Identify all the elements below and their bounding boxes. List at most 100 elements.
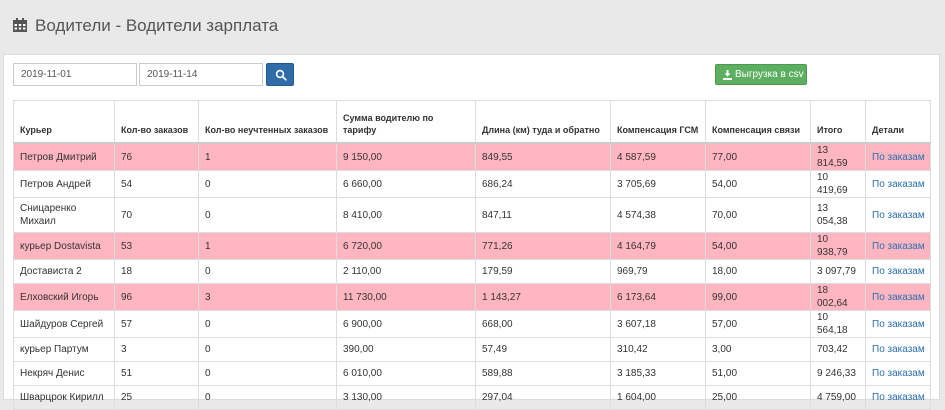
cell-orders: 57 xyxy=(114,310,199,338)
cell-total: 13 814,59 xyxy=(810,142,866,171)
details-link[interactable]: По заказам xyxy=(865,170,931,198)
table-row: Шварцрок Кирилл 25 0 3 130,00 297,04 1 6… xyxy=(13,385,931,410)
cell-courier: Елховский Игорь xyxy=(13,283,115,311)
cell-sum: 390,00 xyxy=(336,337,476,362)
cell-unaccounted: 0 xyxy=(198,310,337,338)
cell-total: 3 097,79 xyxy=(810,259,866,284)
cell-orders: 76 xyxy=(114,142,199,171)
page-header: Водители - Водители зарплата xyxy=(0,0,945,52)
table-row: Шайдуров Сергей 57 0 6 900,00 668,00 3 6… xyxy=(13,310,931,338)
cell-fuel: 1 604,00 xyxy=(610,385,706,410)
details-link[interactable]: По заказам xyxy=(865,259,931,284)
cell-courier: Сницаренко Михаил xyxy=(13,197,115,233)
details-link[interactable]: По заказам xyxy=(865,385,931,410)
details-link[interactable]: По заказам xyxy=(865,337,931,362)
cell-length: 686,24 xyxy=(475,170,611,198)
search-button[interactable] xyxy=(266,63,294,86)
cell-communication: 25,00 xyxy=(705,385,811,410)
cell-fuel: 3 705,69 xyxy=(610,170,706,198)
cell-orders: 3 xyxy=(114,337,199,362)
cell-orders: 53 xyxy=(114,232,199,260)
cell-orders: 96 xyxy=(114,283,199,311)
cell-total: 13 054,38 xyxy=(810,197,866,233)
cell-unaccounted: 1 xyxy=(198,142,337,171)
table-row: курьер Dostavista 53 1 6 720,00 771,26 4… xyxy=(13,232,931,260)
column-header-courier[interactable]: Курьер xyxy=(13,100,115,144)
details-link[interactable]: По заказам xyxy=(865,232,931,260)
column-header-sum[interactable]: Сумма водителю по тарифу xyxy=(336,100,476,144)
column-header-total[interactable]: Итого xyxy=(810,100,866,144)
salary-table: Курьер Кол-во заказов Кол-во неучтенных … xyxy=(13,100,931,410)
cell-unaccounted: 0 xyxy=(198,259,337,284)
cell-length: 849,55 xyxy=(475,142,611,171)
cell-courier: курьер Dostavista xyxy=(13,232,115,260)
details-link[interactable]: По заказам xyxy=(865,142,931,171)
search-icon xyxy=(275,69,287,81)
cell-unaccounted: 1 xyxy=(198,232,337,260)
details-link[interactable]: По заказам xyxy=(865,310,931,338)
table-row: Некряч Денис 51 0 6 010,00 589,88 3 185,… xyxy=(13,361,931,386)
export-csv-button[interactable]: Выгрузка в csv xyxy=(715,64,807,85)
cell-unaccounted: 0 xyxy=(198,385,337,410)
cell-fuel: 310,42 xyxy=(610,337,706,362)
cell-orders: 18 xyxy=(114,259,199,284)
cell-fuel: 969,79 xyxy=(610,259,706,284)
cell-sum: 6 660,00 xyxy=(336,170,476,198)
cell-orders: 51 xyxy=(114,361,199,386)
cell-communication: 77,00 xyxy=(705,142,811,171)
download-icon xyxy=(723,70,732,80)
cell-courier: курьер Партум xyxy=(13,337,115,362)
column-header-communication[interactable]: Компенсация связи xyxy=(705,100,811,144)
cell-communication: 99,00 xyxy=(705,283,811,311)
cell-total: 10 564,18 xyxy=(810,310,866,338)
column-header-length[interactable]: Длина (км) туда и обратно xyxy=(475,100,611,144)
date-from-input[interactable] xyxy=(13,63,137,86)
cell-length: 1 143,27 xyxy=(475,283,611,311)
cell-courier: Шварцрок Кирилл xyxy=(13,385,115,410)
cell-total: 703,42 xyxy=(810,337,866,362)
cell-fuel: 3 607,18 xyxy=(610,310,706,338)
cell-communication: 54,00 xyxy=(705,232,811,260)
cell-unaccounted: 0 xyxy=(198,197,337,233)
cell-length: 771,26 xyxy=(475,232,611,260)
cell-unaccounted: 3 xyxy=(198,283,337,311)
cell-sum: 6 720,00 xyxy=(336,232,476,260)
cell-orders: 54 xyxy=(114,170,199,198)
table-row: Петров Дмитрий 76 1 9 150,00 849,55 4 58… xyxy=(13,142,931,171)
table-row: Сницаренко Михаил 70 0 8 410,00 847,11 4… xyxy=(13,197,931,233)
cell-sum: 9 150,00 xyxy=(336,142,476,171)
date-to-input[interactable] xyxy=(139,63,263,86)
table-header-row: Курьер Кол-во заказов Кол-во неучтенных … xyxy=(13,100,931,144)
column-header-orders[interactable]: Кол-во заказов xyxy=(114,100,199,144)
cell-courier: Петров Андрей xyxy=(13,170,115,198)
cell-fuel: 3 185,33 xyxy=(610,361,706,386)
column-header-unaccounted[interactable]: Кол-во неучтенных заказов xyxy=(198,100,337,144)
page-title: Водители - Водители зарплата xyxy=(35,16,279,35)
cell-sum: 3 130,00 xyxy=(336,385,476,410)
cell-courier: Достависта 2 xyxy=(13,259,115,284)
table-row: Достависта 2 18 0 2 110,00 179,59 969,79… xyxy=(13,259,931,284)
cell-sum: 6 010,00 xyxy=(336,361,476,386)
cell-sum: 2 110,00 xyxy=(336,259,476,284)
cell-courier: Петров Дмитрий xyxy=(13,142,115,171)
details-link[interactable]: По заказам xyxy=(865,283,931,311)
cell-total: 4 759,00 xyxy=(810,385,866,410)
cell-length: 297,04 xyxy=(475,385,611,410)
details-link[interactable]: По заказам xyxy=(865,361,931,386)
cell-courier: Шайдуров Сергей xyxy=(13,310,115,338)
column-header-details: Детали xyxy=(865,100,931,144)
cell-unaccounted: 0 xyxy=(198,361,337,386)
cell-length: 57,49 xyxy=(475,337,611,362)
cell-length: 589,88 xyxy=(475,361,611,386)
table-row: курьер Партум 3 0 390,00 57,49 310,42 3,… xyxy=(13,337,931,362)
cell-total: 10 419,69 xyxy=(810,170,866,198)
cell-fuel: 4 587,59 xyxy=(610,142,706,171)
cell-total: 18 002,64 xyxy=(810,283,866,311)
cell-total: 10 938,79 xyxy=(810,232,866,260)
cell-communication: 54,00 xyxy=(705,170,811,198)
cell-communication: 3,00 xyxy=(705,337,811,362)
column-header-fuel[interactable]: Компенсация ГСМ xyxy=(610,100,706,144)
cell-sum: 8 410,00 xyxy=(336,197,476,233)
details-link[interactable]: По заказам xyxy=(865,197,931,233)
cell-unaccounted: 0 xyxy=(198,337,337,362)
